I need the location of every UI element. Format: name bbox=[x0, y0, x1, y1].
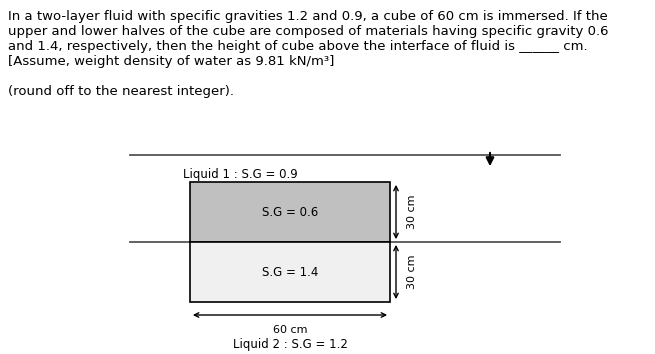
Bar bbox=[190, 182, 390, 242]
Text: S.G = 0.6: S.G = 0.6 bbox=[262, 206, 318, 218]
Bar bbox=[190, 242, 390, 302]
Text: [Assume, weight density of water as 9.81 kN/m³]: [Assume, weight density of water as 9.81… bbox=[8, 55, 334, 68]
Text: S.G = 1.4: S.G = 1.4 bbox=[262, 266, 318, 279]
Text: Liquid 1 : S.G = 0.9: Liquid 1 : S.G = 0.9 bbox=[183, 168, 297, 181]
Text: 30 cm: 30 cm bbox=[407, 195, 417, 229]
Text: (round off to the nearest integer).: (round off to the nearest integer). bbox=[8, 85, 234, 98]
Text: upper and lower halves of the cube are composed of materials having specific gra: upper and lower halves of the cube are c… bbox=[8, 25, 608, 38]
Text: and 1.4, respectively, then the height of cube above the interface of fluid is _: and 1.4, respectively, then the height o… bbox=[8, 40, 588, 53]
Text: Liquid 2 : S.G = 1.2: Liquid 2 : S.G = 1.2 bbox=[233, 338, 347, 351]
Text: 30 cm: 30 cm bbox=[407, 255, 417, 289]
Text: 60 cm: 60 cm bbox=[272, 325, 307, 335]
Text: In a two-layer fluid with specific gravities 1.2 and 0.9, a cube of 60 cm is imm: In a two-layer fluid with specific gravi… bbox=[8, 10, 608, 23]
